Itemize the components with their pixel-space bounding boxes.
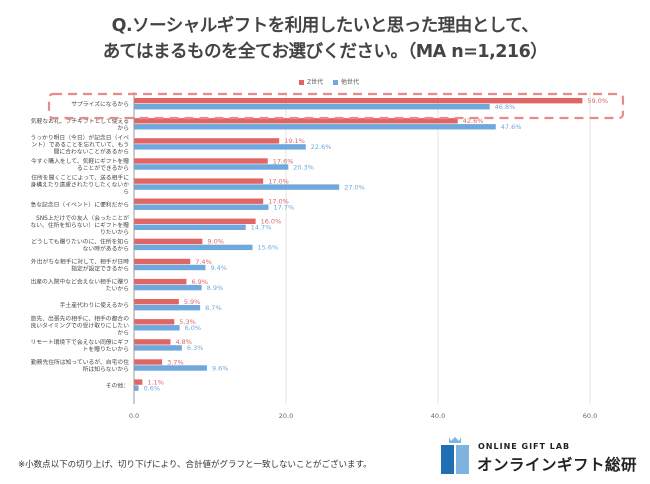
category-label: 住所を聞くことによって、送る相手に身構えたり遠慮されたりしたくないから — [30, 174, 129, 196]
bar-z-generation — [134, 138, 280, 144]
axis-layer: 0.0 20.0 40.0 60.0 — [47, 92, 625, 420]
bars-layer — [134, 98, 583, 391]
bar-other-generation — [134, 365, 207, 371]
data-label-other-generation: 0.6% — [144, 384, 161, 392]
data-label-other-generation: 47.6% — [501, 123, 522, 131]
data-label-other-generation: 9.4% — [210, 264, 227, 272]
x-tick-label: 60.0 — [583, 412, 597, 420]
category-label: SNS上だけでの友人（会ったことがない、住所を知らない）にギフトを贈りたいから — [30, 214, 129, 236]
bar-z-generation — [134, 278, 187, 285]
data-label-z-generation: 59.0% — [587, 97, 608, 105]
data-label-z-generation: 7.4% — [195, 258, 212, 266]
category-label: どうしても贈りたいのに、住所を知らない時があるから — [31, 237, 129, 252]
grid-layer — [285, 92, 591, 404]
bar-other-generation — [134, 345, 182, 351]
bar-z-generation — [134, 299, 179, 305]
data-label-z-generation: 42.6% — [463, 117, 484, 125]
data-label-z-generation: 1.1% — [147, 378, 164, 386]
data-label-other-generation: 46.8% — [495, 103, 516, 111]
category-label: 外出がちな相手に対して、相手が日時指定が設定できるから — [31, 258, 129, 273]
bar-z-generation — [134, 218, 256, 224]
bar-z-generation — [134, 339, 171, 345]
category-label: 勤務先住所は知っているが、自宅の住所は知らないから — [31, 358, 129, 373]
bar-other-generation — [134, 144, 306, 150]
data-label-z-generation: 17.0% — [268, 198, 289, 206]
bar-other-generation — [134, 284, 202, 291]
data-label-z-generation: 17.6% — [273, 157, 294, 165]
data-label-z-generation: 17.0% — [268, 177, 289, 185]
data-label-z-generation: 5.9% — [184, 298, 201, 306]
data-label-other-generation: 20.3% — [293, 163, 314, 171]
bar-other-generation — [134, 244, 253, 251]
category-label: 急な記念日（イベント）に便利だから — [30, 201, 129, 209]
bar-other-generation — [134, 325, 180, 331]
category-label: うっかり明日（今日）が記念日（イベント）であることを忘れていて、もう間に合わない… — [30, 133, 129, 155]
data-label-other-generation: 15.6% — [258, 244, 279, 252]
bar-other-generation — [134, 224, 246, 230]
x-tick-label: 40.0 — [431, 412, 445, 420]
bar-z-generation — [134, 158, 268, 164]
data-label-z-generation: 6.9% — [191, 278, 208, 286]
category-label: その他： — [106, 382, 129, 390]
data-label-other-generation: 9.6% — [212, 364, 229, 372]
chart-title-line2: あてはまるものを全てお選びください。（MA n=1,216） — [102, 42, 548, 62]
bar-z-generation — [134, 198, 264, 204]
highlight-box — [47, 92, 625, 120]
category-label: 手土産代わりに使えるから — [60, 301, 129, 309]
bar-z-generation — [134, 359, 163, 365]
bar-z-generation — [134, 379, 143, 385]
data-label-other-generation: 17.7% — [274, 204, 295, 212]
data-label-other-generation: 6.3% — [187, 344, 204, 352]
bar-z-generation — [134, 258, 191, 265]
bar-other-generation — [134, 184, 340, 190]
data-label-other-generation: 27.0% — [344, 183, 365, 191]
data-label-z-generation: 4.8% — [175, 338, 192, 346]
chart-legend: Z世代 他世代 — [0, 77, 650, 86]
legend-label-other: 他世代 — [341, 79, 360, 86]
data-label-other-generation: 6.0% — [185, 324, 202, 332]
bar-other-generation — [134, 264, 206, 271]
data-label-z-generation: 16.0% — [261, 218, 282, 226]
legend-swatch-z — [298, 80, 304, 85]
logo-english-text: ONLINE GIFT LAB — [478, 442, 571, 451]
brand-logo: ONLINE GIFT LAB オンラインギフト総研 — [440, 435, 640, 480]
data-label-z-generation: 3.7% — [167, 358, 184, 366]
bar-other-generation — [134, 204, 269, 210]
bar-other-generation — [134, 305, 201, 311]
bar-z-generation — [134, 118, 458, 124]
category-label: リモート環境下で会えない同僚にギフトを贈りたいから — [30, 338, 129, 353]
bar-z-generation — [134, 178, 264, 184]
legend-label-z: Z世代 — [306, 79, 324, 86]
x-tick-label: 0.0 — [129, 412, 139, 420]
category-label: 出産の入院中など会えない相手に贈りたいから — [30, 278, 129, 293]
category-label: 旅先、出張先の相手に、相手の都合の良いタイミングでの受け取りにしたいから — [30, 314, 129, 336]
bar-other-generation — [134, 164, 289, 170]
data-label-other-generation: 8.7% — [205, 304, 222, 312]
labels-layer: サプライズになるから 59.0% 46.8% 気軽なお礼、プチギフトとして使えるから 4… — [30, 97, 608, 392]
bar-other-generation — [134, 104, 490, 110]
data-label-z-generation: 19.1% — [284, 137, 305, 145]
bar-z-generation — [134, 319, 175, 325]
category-label: 気軽なお礼、プチギフトとして使えるから — [31, 117, 129, 132]
data-label-z-generation: 9.0% — [207, 238, 224, 246]
chart-title-line1: Q.ソーシャルギフトを利用したいと思った理由として、 — [111, 16, 539, 36]
data-label-other-generation: 22.6% — [311, 143, 332, 151]
footnote: ※小数点以下の切り上げ、切り下げにより、合計値がグラフと一致しないことがございま… — [18, 460, 372, 470]
category-label: 今すぐ購入をして、気軽にギフトを贈ることができるから — [31, 157, 129, 172]
bar-other-generation — [134, 124, 496, 130]
data-label-other-generation: 8.9% — [207, 284, 224, 292]
data-label-z-generation: 5.3% — [179, 318, 196, 326]
data-label-other-generation: 14.7% — [251, 224, 272, 232]
x-tick-label: 20.0 — [279, 412, 293, 420]
bar-z-generation — [134, 98, 583, 104]
bar-z-generation — [134, 238, 203, 245]
logo-japanese-text: オンラインギフト総研 — [477, 456, 638, 474]
gift-box-icon — [441, 437, 469, 474]
legend-swatch-other — [333, 80, 339, 85]
category-label: サプライズになるから — [71, 100, 129, 108]
bar-other-generation — [134, 385, 139, 391]
